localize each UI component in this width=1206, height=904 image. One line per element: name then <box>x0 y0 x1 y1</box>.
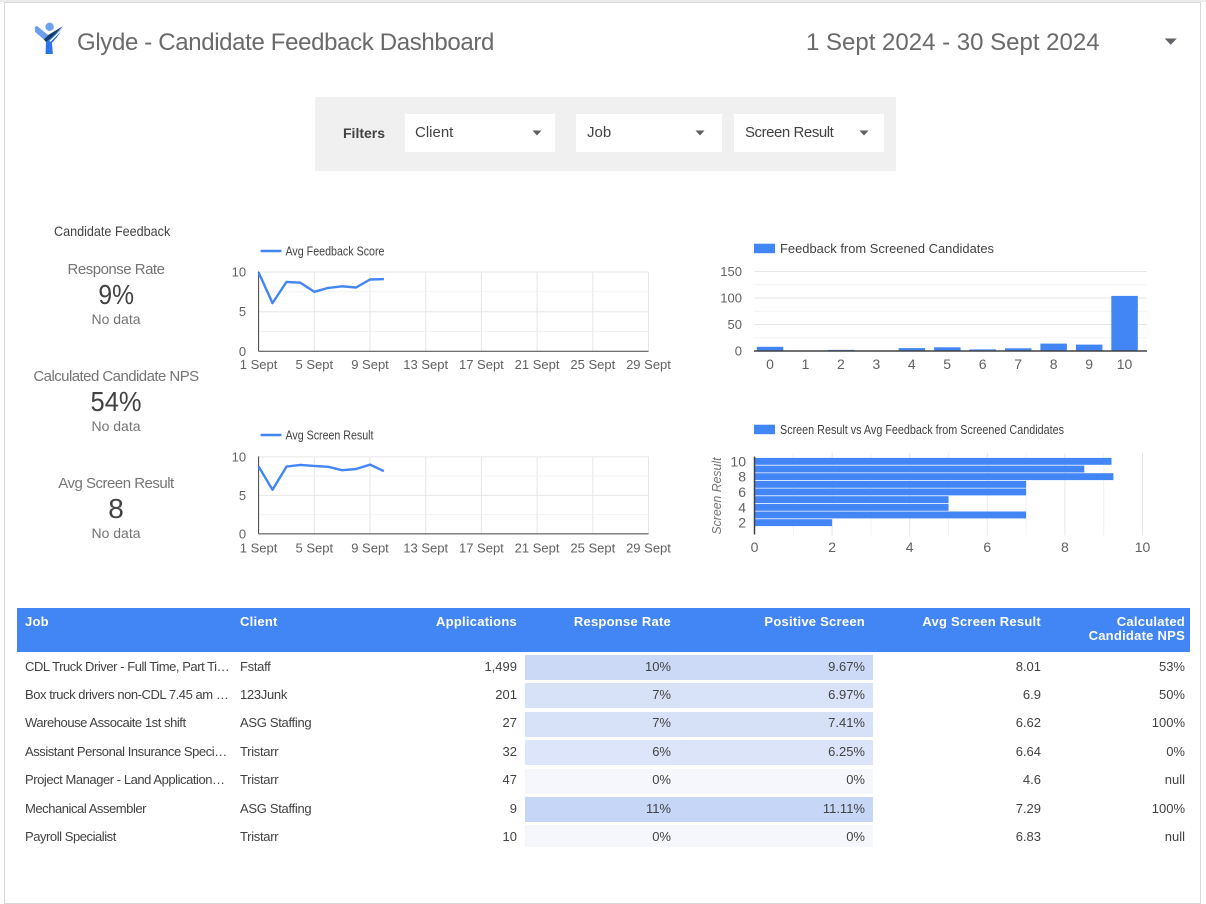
svg-text:2: 2 <box>837 356 845 372</box>
svg-text:1 Sept: 1 Sept <box>240 357 278 372</box>
svg-text:10: 10 <box>232 449 246 464</box>
svg-text:1 Sept: 1 Sept <box>240 541 278 556</box>
svg-text:3: 3 <box>873 356 881 372</box>
svg-text:5 Sept: 5 Sept <box>296 357 334 372</box>
svg-text:9 Sept: 9 Sept <box>351 357 389 372</box>
svg-text:Screen Result vs Avg Feedback: Screen Result vs Avg Feedback from Scree… <box>780 422 1064 437</box>
svg-text:29 Sept: 29 Sept <box>626 357 671 372</box>
svg-text:Feedback from Screened Candida: Feedback from Screened Candidates <box>780 241 994 256</box>
svg-text:25 Sept: 25 Sept <box>570 357 615 372</box>
svg-text:10: 10 <box>1117 356 1133 372</box>
svg-text:6: 6 <box>983 539 991 555</box>
svg-text:13 Sept: 13 Sept <box>403 357 448 372</box>
svg-text:150: 150 <box>720 264 742 279</box>
svg-text:10: 10 <box>730 453 746 469</box>
svg-text:5: 5 <box>239 488 246 503</box>
svg-text:0: 0 <box>766 356 774 372</box>
svg-text:13 Sept: 13 Sept <box>403 541 448 556</box>
svg-text:9 Sept: 9 Sept <box>351 541 389 556</box>
svg-text:5: 5 <box>239 304 246 319</box>
svg-text:17 Sept: 17 Sept <box>459 357 504 372</box>
svg-text:21 Sept: 21 Sept <box>515 541 560 556</box>
svg-text:0: 0 <box>751 539 759 555</box>
svg-text:9: 9 <box>1085 356 1093 372</box>
svg-text:10: 10 <box>232 265 246 280</box>
svg-text:8: 8 <box>1050 356 1058 372</box>
svg-text:8: 8 <box>1061 539 1069 555</box>
svg-text:6: 6 <box>738 484 746 500</box>
svg-text:4: 4 <box>738 499 746 515</box>
svg-text:10: 10 <box>1135 539 1151 555</box>
svg-text:5: 5 <box>943 356 951 372</box>
svg-text:2: 2 <box>828 539 836 555</box>
svg-text:100: 100 <box>720 291 742 306</box>
svg-text:17 Sept: 17 Sept <box>459 541 504 556</box>
svg-text:Screen Result: Screen Result <box>709 456 724 534</box>
svg-text:4: 4 <box>906 539 914 555</box>
svg-text:2: 2 <box>738 515 746 531</box>
svg-text:0: 0 <box>735 344 742 359</box>
svg-text:21 Sept: 21 Sept <box>515 357 560 372</box>
svg-text:50: 50 <box>728 317 742 332</box>
svg-text:8: 8 <box>738 469 746 485</box>
svg-text:7: 7 <box>1014 356 1022 372</box>
svg-text:Avg Feedback Score: Avg Feedback Score <box>286 244 385 259</box>
svg-text:1: 1 <box>802 356 810 372</box>
svg-text:0: 0 <box>239 526 246 541</box>
svg-text:Avg Screen Result: Avg Screen Result <box>286 428 374 443</box>
svg-text:6: 6 <box>979 356 987 372</box>
svg-text:4: 4 <box>908 356 916 372</box>
svg-text:25 Sept: 25 Sept <box>570 541 615 556</box>
svg-text:29 Sept: 29 Sept <box>626 541 671 556</box>
svg-text:5 Sept: 5 Sept <box>296 541 334 556</box>
svg-text:0: 0 <box>239 344 246 359</box>
